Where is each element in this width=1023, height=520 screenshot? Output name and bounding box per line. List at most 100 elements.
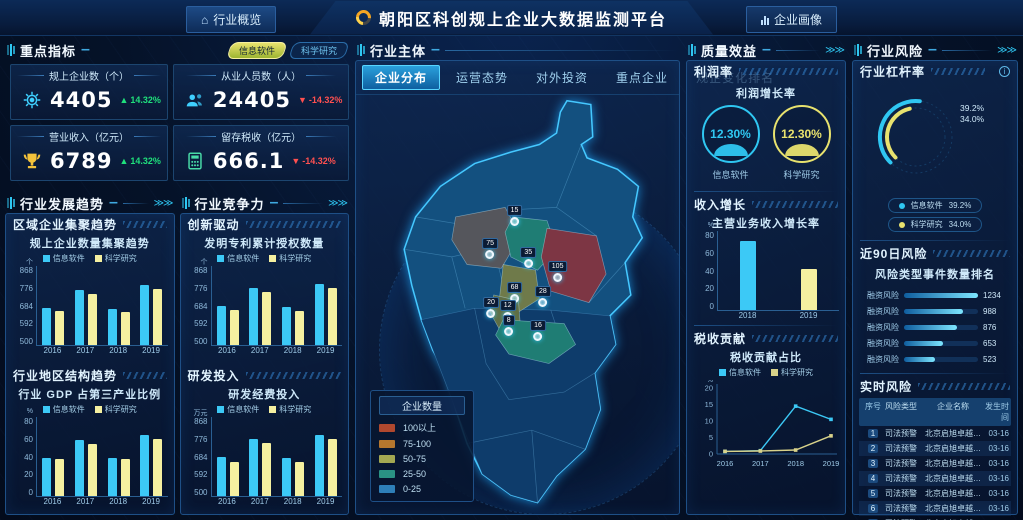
gauge-label: 信息软件 [712,170,749,180]
stat-card[interactable]: 留存税收（亿元） 666.1 ▼ -14.32% [172,125,350,181]
table-row[interactable]: 2司法预警北京启旭卓越科技有限公司 03-16 [859,441,1011,456]
legend-swatch [379,470,395,478]
risk-bar-fill [904,356,936,362]
svg-text:10: 10 [705,417,713,426]
section-dash: – [431,41,440,58]
map-marker[interactable]: 28 [535,286,551,308]
table-row[interactable]: 4司法预警北京启旭卓越科技有限公司 03-16 [859,471,1011,486]
bar [55,459,65,496]
stat-card[interactable]: 从业人员数（人） 24405 ▼ -14.32% [172,64,350,120]
y-tick: 40 [24,452,33,462]
map-marker[interactable]: 35 [520,247,537,269]
bar [153,288,163,345]
chart-legend: 信息软件 科学研究 [187,253,343,264]
y-axis: 个 868 776 684 592 500 [187,259,211,346]
legend-swatch [379,455,395,463]
marker-count: 35 [520,247,537,259]
info-icon[interactable]: i [999,65,1010,77]
hatch-decoration [752,334,838,342]
map-region-16[interactable] [495,319,577,364]
risk-type: 司法预警 [885,444,917,453]
table-row[interactable]: 3司法预警北京启旭卓越科技有限公司 03-16 [859,456,1011,471]
expand-icon[interactable]: ≫≫ [997,44,1017,56]
map-marker[interactable]: 15 [506,205,523,227]
section-title: 行业发展趋势 [20,196,105,212]
bar [107,457,117,496]
bar-group [309,417,342,496]
map-marker[interactable]: 20 [483,296,499,318]
tab-重点企业[interactable]: 重点企业 [616,71,669,85]
occur-time: 03-16 [988,444,1009,453]
map-marker[interactable]: 75 [482,237,498,259]
pin-icon [553,272,563,282]
y-tick: 20 [705,284,714,294]
arrow-up-icon: ▲ [119,156,129,166]
bar [314,434,324,496]
tab-对外投资[interactable]: 对外投资 [536,71,589,85]
nav-industry-overview[interactable]: ⌂ 行业概览 [186,6,277,33]
leverage-legend: 信息软件 39.2% 科学研究 34.0% [853,198,1017,232]
expand-icon[interactable]: ≫≫ [328,197,348,209]
legend-swatch [269,406,277,413]
section-industry-main: 行业主体 – [355,40,680,60]
chart-title: 主营业务收入增长率 [712,218,820,230]
map-region-105[interactable] [540,227,607,303]
column-header: 发生时间 [985,402,1009,422]
legend-swatch [719,369,726,376]
section-title: 行业竞争力 [194,196,265,212]
plot-area [717,231,839,311]
toggle-science-research[interactable]: 科学研究 [288,41,350,59]
leverage-legend-item: 科学研究 34.0% [887,217,983,232]
legend-item: 信息软件 [42,404,85,415]
legend-item: 科学研究 [94,404,137,415]
table-row[interactable]: 7司法预警北京启旭卓越科技有限公司03-16 [859,516,1011,520]
donut-svg: 39.2%34.0% [877,99,985,174]
marker-count: 15 [506,205,523,217]
chart-body: % 80 60 40 20 0 [693,222,839,311]
column-header: 序号 [865,402,881,411]
marker-count: 28 [535,286,551,298]
stat-delta-value: 14.32% [130,95,161,105]
gauge-label: 科学研究 [783,170,820,180]
risk-bar-label: 融资风险 [867,322,899,332]
toggle-info-software[interactable]: 信息软件 [226,41,288,59]
y-axis-unit: 万元 [193,410,208,417]
dev-trend-panel: 区域企业集聚趋势 规上企业数量集聚趋势 信息软件 科学研究个 868 776 684 592… [5,213,175,515]
leverage-legend-item: 信息软件 39.2% [887,198,983,213]
bar [140,434,150,496]
section-dev-trend: 行业发展趋势 – ≫≫ [5,193,175,213]
x-tick: 2018 [283,497,302,506]
chart-rnd-fund: 研发经费投入 信息软件 科学研究 万元 868 776 684 592 500 2016 2017 2… [181,385,349,514]
chart-title: 行业 GDP 占第三产业比例 [18,389,162,401]
bar [282,306,292,345]
risk-bar-fill [904,308,964,314]
x-tick: 2019 [316,497,335,506]
legend-dot [898,202,905,209]
expand-icon[interactable]: ≫≫ [825,44,845,56]
tab-运营态势[interactable]: 运营态势 [456,71,509,85]
table-row[interactable]: 1司法预警北京启旭卓越科技有限公司 03-16 [859,426,1011,441]
map-region-south[interactable] [420,307,616,503]
bar-group [70,266,103,345]
expand-icon[interactable]: ≫≫ [153,197,174,209]
table-row[interactable]: 6司法预警北京启旭卓越科技有限公司 03-16 [859,501,1011,516]
bar [800,268,817,310]
y-tick: 500 [194,337,208,346]
nav-enterprise-portrait[interactable]: 企业画像 [745,6,837,33]
tab-企业分布[interactable]: 企业分布 [362,65,441,90]
map-marker[interactable]: 16 [530,319,546,341]
pin-icon [486,308,496,318]
y-axis: 万元 868 776 684 592 500 [187,410,211,497]
column-header: 风险类型 [885,402,917,411]
stat-card[interactable]: 营业收入（亿元） 6789 ▲ 14.32% [10,125,168,181]
y-tick: 776 [194,283,208,293]
x-tick: 2018 [283,346,302,355]
stat-delta: ▼ -14.32% [291,156,335,166]
subpanel-title: 实时风险 [860,379,913,394]
map-marker[interactable]: 105 [547,260,568,282]
stat-card[interactable]: 规上企业数（个） 4405 ▲ 14.32% [10,64,168,120]
table-row[interactable]: 5司法预警北京启旭卓越科技有限公司 03-16 [859,486,1011,501]
risk-bar-track [904,324,978,330]
pin-icon [485,249,495,259]
map-marker[interactable]: 8 [502,314,515,336]
